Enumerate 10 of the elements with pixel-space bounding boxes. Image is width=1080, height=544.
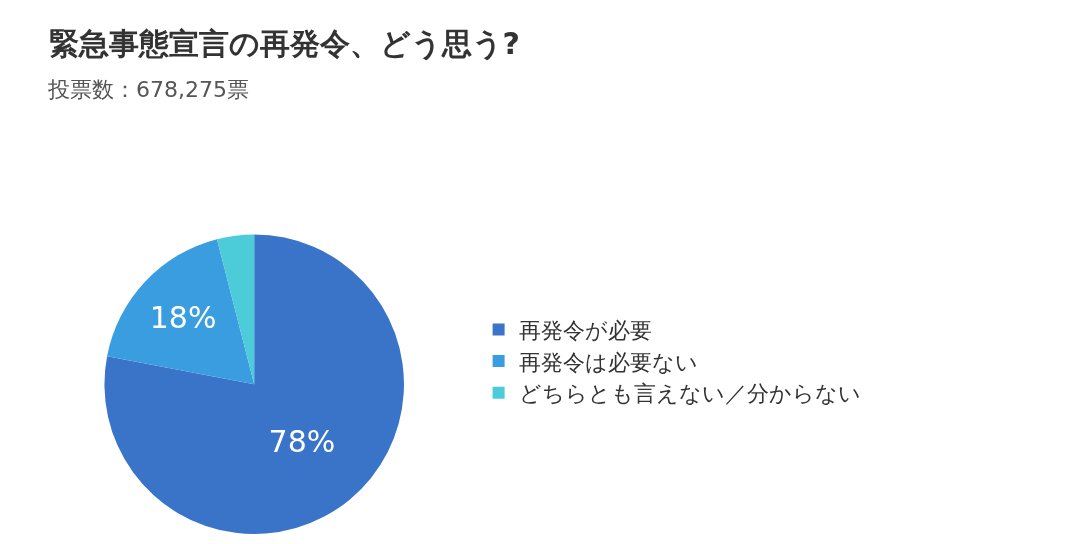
legend-label: 再発令が必要 [518,318,652,344]
chart-subtitle: 投票数：678,275票 [47,77,249,102]
chart-title: 緊急事態宣言の再発令、どう思う? [48,25,521,61]
pie-slice [107,239,255,385]
pie-slice [216,234,255,385]
legend-label: どちらとも言えない／分からない [518,381,861,407]
data-label: 18% [149,299,217,335]
data-label: 78% [268,424,336,460]
pie-slice [104,234,404,534]
legend-label: 再発令は必要ない [518,349,698,375]
